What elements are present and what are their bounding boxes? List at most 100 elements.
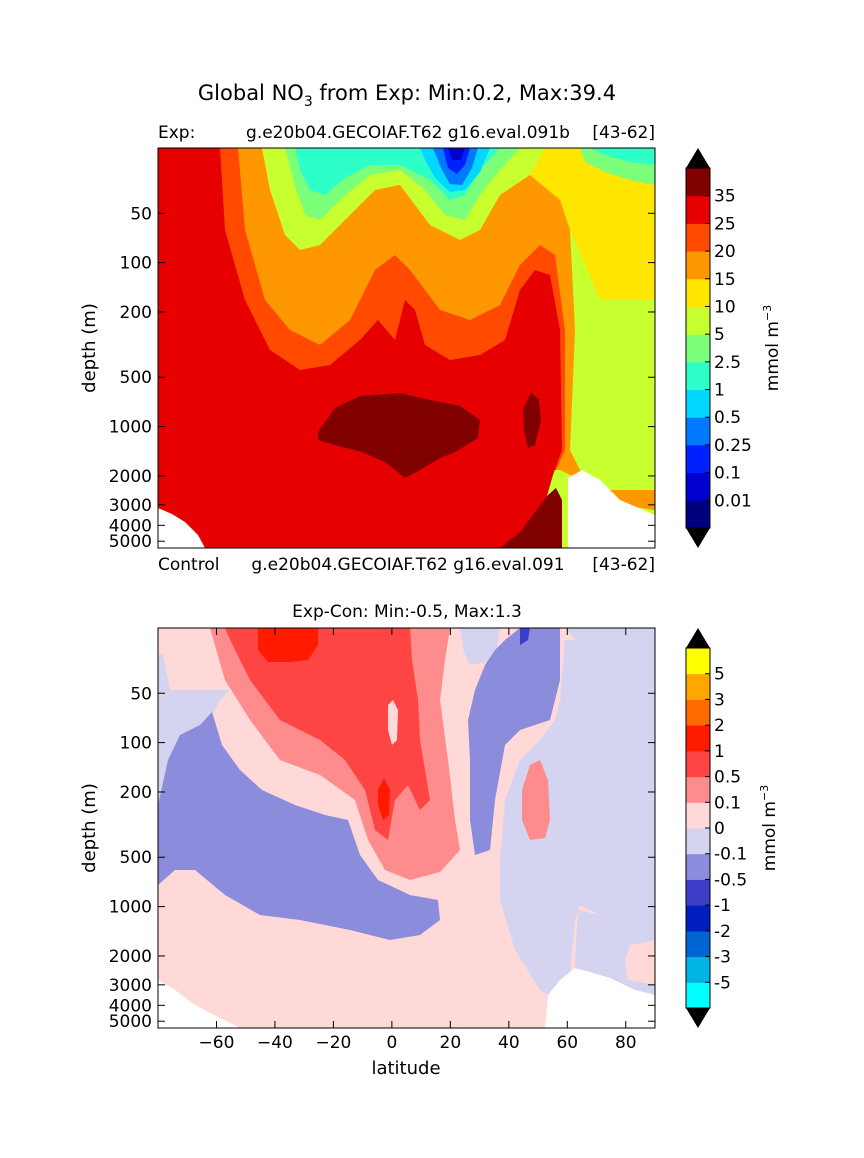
bottom-xtick-label: −20 (315, 1033, 351, 1053)
top-axes-frame (157, 147, 656, 549)
top-colorbar-label: mmol m−3 (761, 305, 783, 391)
bottom-xtick-label: 80 (615, 1033, 637, 1053)
bottom-colorbar-segment (686, 673, 710, 700)
top-colorbar-tick-label: 35 (714, 187, 736, 207)
top-colorbar-segment (686, 278, 710, 307)
top-colorbar-tick-label: 15 (714, 270, 736, 290)
top-colorbar-segment (686, 500, 710, 529)
bottom-colorbar-segment (686, 930, 710, 958)
top-ytick-label: 200 (120, 303, 152, 323)
top-ytick-label: 1000 (109, 418, 152, 438)
top-ytick-label: 3000 (109, 496, 152, 516)
top-colorbar-tick-label: 20 (714, 242, 736, 262)
bottom-colorbar-segment (686, 828, 710, 855)
bottom-ytick-label: 1000 (109, 898, 152, 918)
bottom-colorbar-tick-label: -0.1 (714, 845, 747, 865)
bottom-colorbar-segment (686, 853, 710, 880)
top-bottom-left-title: Control (158, 555, 219, 575)
top-colorbar-tick-label: 2.5 (714, 353, 741, 373)
top-colorbar-segment (686, 168, 710, 197)
top-bottom-center-title: g.e20b04.GECOIAF.T62 g16.eval.091 (251, 555, 564, 575)
bottom-colorbar-extend-max (686, 628, 710, 648)
bottom-colorbar-segment (686, 879, 710, 906)
top-colorbar-segment (686, 195, 710, 224)
figure-title: Global NO3 from Exp: Min:0.2, Max:39.4 (198, 81, 616, 110)
bottom-colorbar-segment (686, 699, 710, 726)
top-ytick-label: 2000 (109, 467, 152, 487)
top-colorbar-tick-label: 25 (714, 214, 736, 234)
bottom-colorbar-tick-label: 1 (714, 742, 725, 762)
top-colorbar-tick-label: 5 (714, 325, 725, 345)
top-colorbar-segment (686, 306, 710, 335)
top-colorbar-tick-label: 1 (714, 381, 725, 401)
bottom-title: Exp-Con: Min:-0.5, Max:1.3 (292, 602, 522, 622)
top-ytick-label: 5000 (109, 532, 152, 552)
bottom-colorbar: -5 -3 -2 -1 -0.5 -0.1 0 0.1 0.5 1 2 3 5 (685, 628, 747, 1028)
bottom-colorbar-segment (686, 956, 710, 983)
top-ytick-label: 50 (130, 204, 152, 224)
top-colorbar: 0.01 0.1 0.25 0.5 1 2.5 5 10 15 20 25 35 (685, 148, 752, 548)
top-colorbar-tick-label: 10 (714, 297, 736, 317)
top-colorbar-segment (686, 417, 710, 446)
bottom-colorbar-tick-label: 2 (714, 716, 725, 736)
bottom-colorbar-segment (686, 648, 710, 675)
top-colorbar-extend-max (686, 148, 710, 168)
bottom-colorbar-segment (686, 982, 710, 1009)
bottom-xtick-label: 0 (386, 1033, 397, 1053)
top-colorbar-segment (686, 361, 710, 391)
top-colorbar-segment (686, 389, 710, 418)
top-colorbar-segment (686, 472, 710, 501)
bottom-xtick-label: 20 (440, 1033, 462, 1053)
bottom-colorbar-tick-label: 0.5 (714, 768, 741, 788)
bottom-xtick-label: −60 (199, 1033, 235, 1053)
bottom-axes-frame (157, 627, 656, 1029)
bottom-colorbar-tick-label: -1 (714, 896, 731, 916)
bottom-colorbar-extend-min (686, 1008, 710, 1028)
bottom-ytick-label: 100 (120, 734, 152, 754)
bottom-colorbar-segment (686, 802, 710, 829)
bottom-colorbar-tick-label: -0.5 (714, 870, 747, 890)
top-colorbar-segment (686, 444, 710, 474)
bottom-colorbar-segment (686, 725, 710, 752)
top-colorbar-tick-label: 0.25 (714, 436, 752, 456)
bottom-ytick-label: 500 (120, 848, 152, 868)
top-contour-field (158, 148, 655, 548)
bottom-ytick-label: 2000 (109, 947, 152, 967)
bottom-ytick-label: 3000 (109, 976, 152, 996)
top-colorbar-frame (685, 167, 711, 529)
bottom-colorbar-tick-label: 0.1 (714, 793, 741, 813)
top-colorbar-extend-min (686, 528, 710, 548)
bottom-ylabel: depth (m) (79, 783, 100, 873)
top-colorbar-tick-label: 0.01 (714, 491, 752, 511)
bottom-colorbar-segment (686, 905, 710, 932)
top-center-title: g.e20b04.GECOIAF.T62 g16.eval.091b (246, 123, 570, 143)
top-left-title: Exp: (158, 123, 195, 143)
bottom-xtick-label: −40 (257, 1033, 293, 1053)
bottom-colorbar-tick-label: -5 (714, 973, 731, 993)
bottom-colorbar-label: mmol m−3 (758, 785, 780, 871)
bottom-colorbar-tick-label: -2 (714, 922, 731, 942)
bottom-colorbar-segment (686, 776, 710, 803)
top-colorbar-segment (686, 251, 710, 280)
top-colorbar-segment (686, 223, 710, 252)
top-ytick-label: 500 (120, 368, 152, 388)
bottom-x-ticks: −60 −40 −20 0 20 40 60 80 (199, 628, 637, 1053)
top-colorbar-tick-label: 0.1 (714, 464, 741, 484)
top-colorbar-tick-label: 0.5 (714, 408, 741, 428)
bottom-ytick-label: 50 (130, 684, 152, 704)
top-ytick-label: 100 (120, 254, 152, 274)
bottom-contour-field (158, 628, 655, 1028)
top-ylabel: depth (m) (79, 303, 100, 393)
top-bottom-right-title: [43-62] (592, 555, 655, 575)
top-colorbar-segment (686, 334, 710, 363)
bottom-colorbar-tick-label: -3 (714, 948, 731, 968)
bottom-xlabel: latitude (371, 1058, 440, 1079)
top-right-title: [43-62] (592, 123, 655, 143)
bottom-colorbar-tick-label: 0 (714, 819, 725, 839)
bottom-colorbar-tick-label: 5 (714, 665, 725, 685)
bottom-ytick-label: 5000 (109, 1012, 152, 1032)
bottom-ytick-label: 4000 (109, 996, 152, 1016)
